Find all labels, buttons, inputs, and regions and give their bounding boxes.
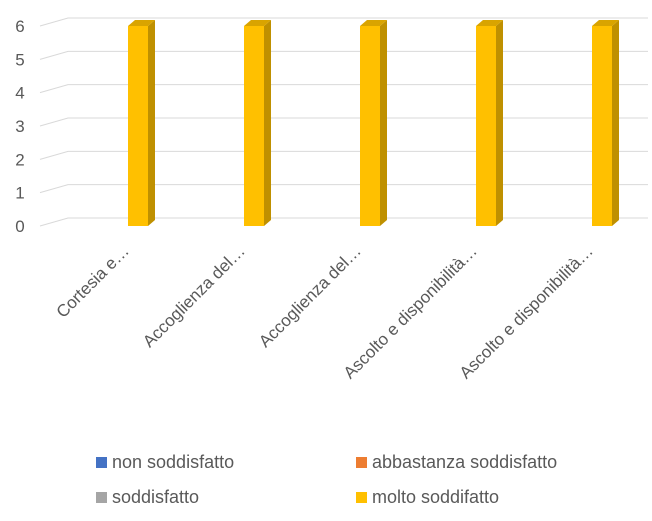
bar-side	[380, 20, 387, 226]
y-tick-label: 2	[15, 150, 24, 169]
bar-top	[476, 20, 503, 26]
gridline	[39, 217, 648, 227]
bar-top	[128, 20, 155, 26]
x-category-label: Ascolto e disponibilità…	[340, 241, 481, 382]
x-axis-category-labels: Cortesia e… Accoglienza del… Accoglienza d…	[53, 241, 597, 382]
gridlines	[39, 17, 648, 227]
bar-side	[264, 20, 271, 226]
x-category-label: Accoglienza del…	[139, 241, 249, 351]
bar	[360, 20, 387, 226]
bar-side	[148, 20, 155, 226]
bar	[476, 20, 503, 226]
bar-top	[360, 20, 387, 26]
bar-front	[244, 26, 264, 226]
gridline	[39, 84, 648, 94]
bar	[128, 20, 155, 226]
bars	[128, 20, 619, 226]
y-tick-label: 5	[15, 50, 24, 69]
bar-front	[592, 26, 612, 226]
bar-top	[592, 20, 619, 26]
x-category-label: Cortesia e…	[53, 241, 133, 321]
bar-top	[244, 20, 271, 26]
bar	[592, 20, 619, 226]
y-tick-label: 1	[15, 184, 24, 203]
gridline	[39, 150, 648, 160]
bar-front	[360, 26, 380, 226]
bar-front	[128, 26, 148, 226]
x-category-label: Accoglienza del…	[255, 241, 365, 351]
y-tick-label: 6	[15, 17, 24, 36]
bar-side	[612, 20, 619, 226]
gridline	[39, 184, 648, 194]
bar	[244, 20, 271, 226]
gridline	[39, 117, 648, 127]
y-tick-label: 0	[15, 217, 24, 236]
gridline	[39, 17, 648, 27]
x-category-label: Ascolto e disponibilità…	[456, 241, 597, 382]
y-tick-label: 3	[15, 117, 24, 136]
bar-front	[476, 26, 496, 226]
y-tick-label: 4	[15, 84, 24, 103]
bar-side	[496, 20, 503, 226]
gridline	[39, 50, 648, 60]
y-axis-ticks: 0 1 2 3 4 5 6	[15, 17, 24, 236]
